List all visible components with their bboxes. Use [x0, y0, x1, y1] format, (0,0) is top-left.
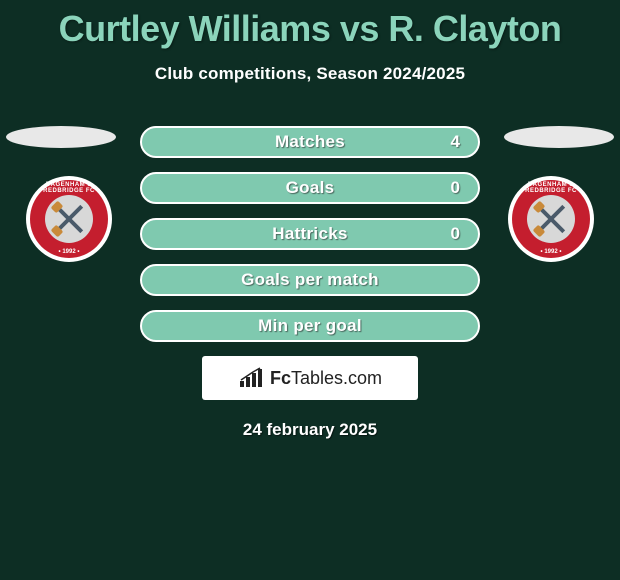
subtitle: Club competitions, Season 2024/2025: [0, 64, 620, 84]
page-title: Curtley Williams vs R. Clayton: [0, 0, 620, 50]
player-plate-right: [504, 126, 614, 148]
stat-row-goals-per-match: Goals per match: [140, 264, 480, 296]
stat-label: Matches: [275, 132, 345, 152]
stat-row-matches: Matches 4: [140, 126, 480, 158]
crossed-swords-icon: [532, 200, 570, 238]
club-badge-right: DAGENHAM & REDBRIDGE FC • 1992 •: [508, 176, 594, 262]
badge-text-bottom: • 1992 •: [512, 249, 590, 255]
comparison-panel: DAGENHAM & REDBRIDGE FC • 1992 • DAGENHA…: [0, 126, 620, 440]
badge-text-bottom: • 1992 •: [30, 249, 108, 255]
stats-list: Matches 4 Goals 0 Hattricks 0 Goals per …: [140, 126, 480, 342]
stat-label: Min per goal: [258, 316, 362, 336]
stat-value: 0: [451, 178, 460, 198]
stat-row-min-per-goal: Min per goal: [140, 310, 480, 342]
stat-value: 0: [451, 224, 460, 244]
badge-text-top: DAGENHAM & REDBRIDGE FC: [512, 182, 590, 194]
stat-label: Hattricks: [272, 224, 347, 244]
club-badge-left: DAGENHAM & REDBRIDGE FC • 1992 •: [26, 176, 112, 262]
stat-row-goals: Goals 0: [140, 172, 480, 204]
player-plate-left: [6, 126, 116, 148]
date-label: 24 february 2025: [0, 420, 620, 440]
stat-value: 4: [451, 132, 460, 152]
stat-row-hattricks: Hattricks 0: [140, 218, 480, 250]
logo-text: FcTables.com: [270, 368, 382, 389]
badge-text-top: DAGENHAM & REDBRIDGE FC: [30, 182, 108, 194]
stat-label: Goals: [286, 178, 335, 198]
stat-label: Goals per match: [241, 270, 379, 290]
crossed-swords-icon: [50, 200, 88, 238]
chart-icon: [238, 367, 266, 389]
fctables-logo: FcTables.com: [202, 356, 418, 400]
